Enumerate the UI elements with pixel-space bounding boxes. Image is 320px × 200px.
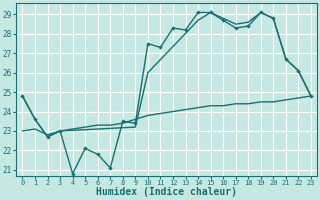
X-axis label: Humidex (Indice chaleur): Humidex (Indice chaleur) [96,187,237,197]
